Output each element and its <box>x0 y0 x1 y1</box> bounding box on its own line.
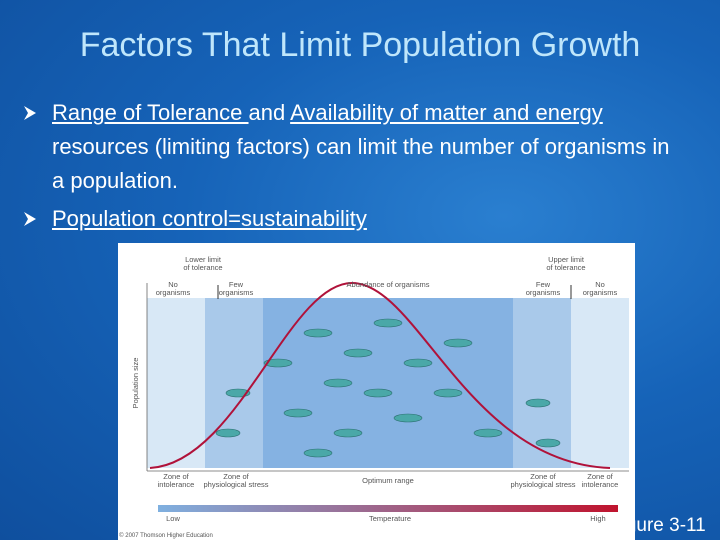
fig-label: Zone of <box>223 472 249 481</box>
bullet-segment: Population control=sustainability <box>52 206 367 231</box>
fig-label: High <box>590 514 605 523</box>
fig-label: Few <box>229 280 244 289</box>
bullet-text: Range of Tolerance and Availability of m… <box>52 100 669 193</box>
bullet-segment: and <box>248 100 291 125</box>
fig-label: Zone of <box>587 472 613 481</box>
bullet-segment: Range of Tolerance <box>52 100 249 125</box>
fig-label: Temperature <box>369 514 411 523</box>
fig-label: intolerance <box>582 480 619 489</box>
fig-label: Few <box>536 280 551 289</box>
bullet-segment: Availability of matter and energy <box>290 100 603 125</box>
fig-label: physiological stress <box>203 480 268 489</box>
fig-label: Zone of <box>163 472 189 481</box>
axis-label: Population size <box>131 358 140 409</box>
figure: Lower limit of tolerance Upper limit of … <box>118 243 635 540</box>
fig-label: organisms <box>219 288 254 297</box>
fig-label: physiological stress <box>510 480 575 489</box>
bullet: Range of Tolerance and Availability of m… <box>24 96 682 198</box>
fig-label: Abundance of organisms <box>347 280 430 289</box>
fig-label: No <box>168 280 178 289</box>
fig-label: Upper limit <box>548 255 585 264</box>
fig-label: Lower limit <box>185 255 222 264</box>
fig-label: of tolerance <box>183 263 222 272</box>
fig-label: intolerance <box>158 480 195 489</box>
bullet-arrow <box>24 106 36 120</box>
fig-label: Optimum range <box>362 476 414 485</box>
figure-caption: Figure 3-11 <box>610 515 706 536</box>
fig-label: Zone of <box>530 472 556 481</box>
slide-title: Factors That Limit Population Growth <box>79 26 641 64</box>
bullet: Population control=sustainability <box>24 202 682 236</box>
fig-label: organisms <box>526 288 561 297</box>
fig-label: of tolerance <box>546 263 585 272</box>
fig-label: organisms <box>156 288 191 297</box>
bullet-text: Population control=sustainability <box>52 206 367 231</box>
fig-label: No <box>595 280 605 289</box>
bullet-arrow <box>24 212 36 226</box>
credit: © 2007 Thomson Higher Education <box>119 532 213 539</box>
bullet-segment: resources (limiting factors) can limit t… <box>52 134 670 193</box>
fig-label: Low <box>166 514 180 523</box>
fig-label: organisms <box>583 288 618 297</box>
